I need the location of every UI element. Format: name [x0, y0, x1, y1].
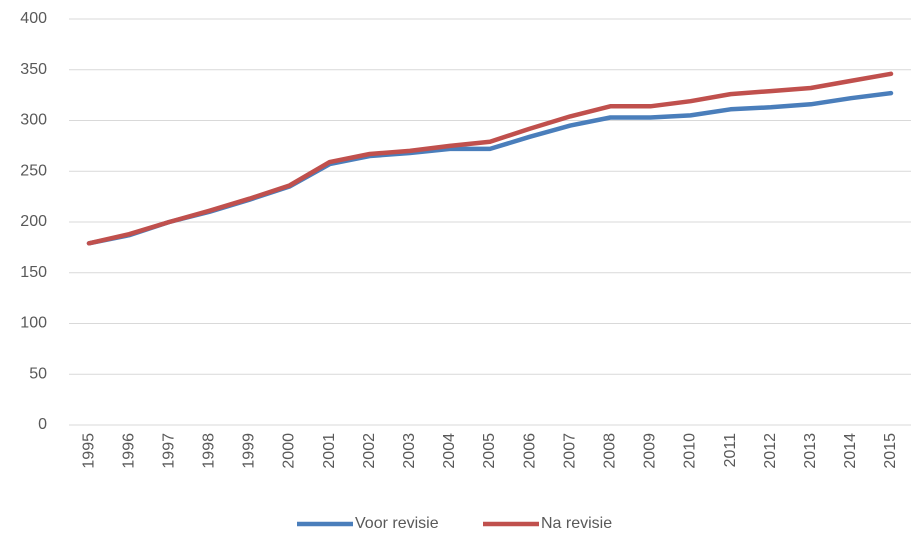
- x-tick-label: 2005: [481, 433, 498, 469]
- x-tick-label: 2007: [561, 433, 578, 469]
- y-tick-label: 0: [38, 416, 47, 433]
- x-tick-label: 1998: [201, 433, 218, 469]
- x-tick-label: 2001: [321, 433, 338, 469]
- x-tick-label: 2011: [722, 433, 739, 468]
- y-tick-label: 400: [20, 10, 47, 27]
- x-tick-label: 2008: [602, 433, 619, 469]
- x-tick-label: 2004: [441, 433, 458, 469]
- x-tick-label: 2012: [762, 433, 779, 469]
- x-tick-label: 2010: [682, 433, 699, 469]
- x-tick-label: 2013: [802, 433, 819, 469]
- y-tick-label: 100: [20, 315, 47, 332]
- x-tick-label: 1999: [241, 433, 258, 469]
- x-tick-label: 2006: [521, 433, 538, 469]
- y-tick-label: 250: [20, 162, 47, 179]
- x-tick-label: 1996: [120, 433, 137, 469]
- x-tick-label: 1997: [160, 433, 177, 469]
- y-tick-label: 150: [20, 264, 47, 281]
- x-tick-label: 2000: [281, 433, 298, 469]
- x-tick-label: 2002: [361, 433, 378, 469]
- series-line: [86, 71, 894, 246]
- x-tick-label: 2014: [842, 433, 859, 469]
- x-tick-label: 1995: [80, 433, 97, 469]
- x-tick-label: 2009: [642, 433, 659, 469]
- x-tick-label: 2015: [882, 433, 899, 469]
- y-tick-label: 200: [20, 213, 47, 230]
- y-tick-label: 50: [29, 365, 47, 382]
- series-line: [86, 90, 894, 246]
- y-tick-label: 300: [20, 112, 47, 129]
- legend-label: Na revisie: [541, 515, 612, 532]
- legend-label: Voor revisie: [355, 515, 439, 532]
- y-tick-label: 350: [20, 61, 47, 78]
- x-tick-label: 2003: [401, 433, 418, 469]
